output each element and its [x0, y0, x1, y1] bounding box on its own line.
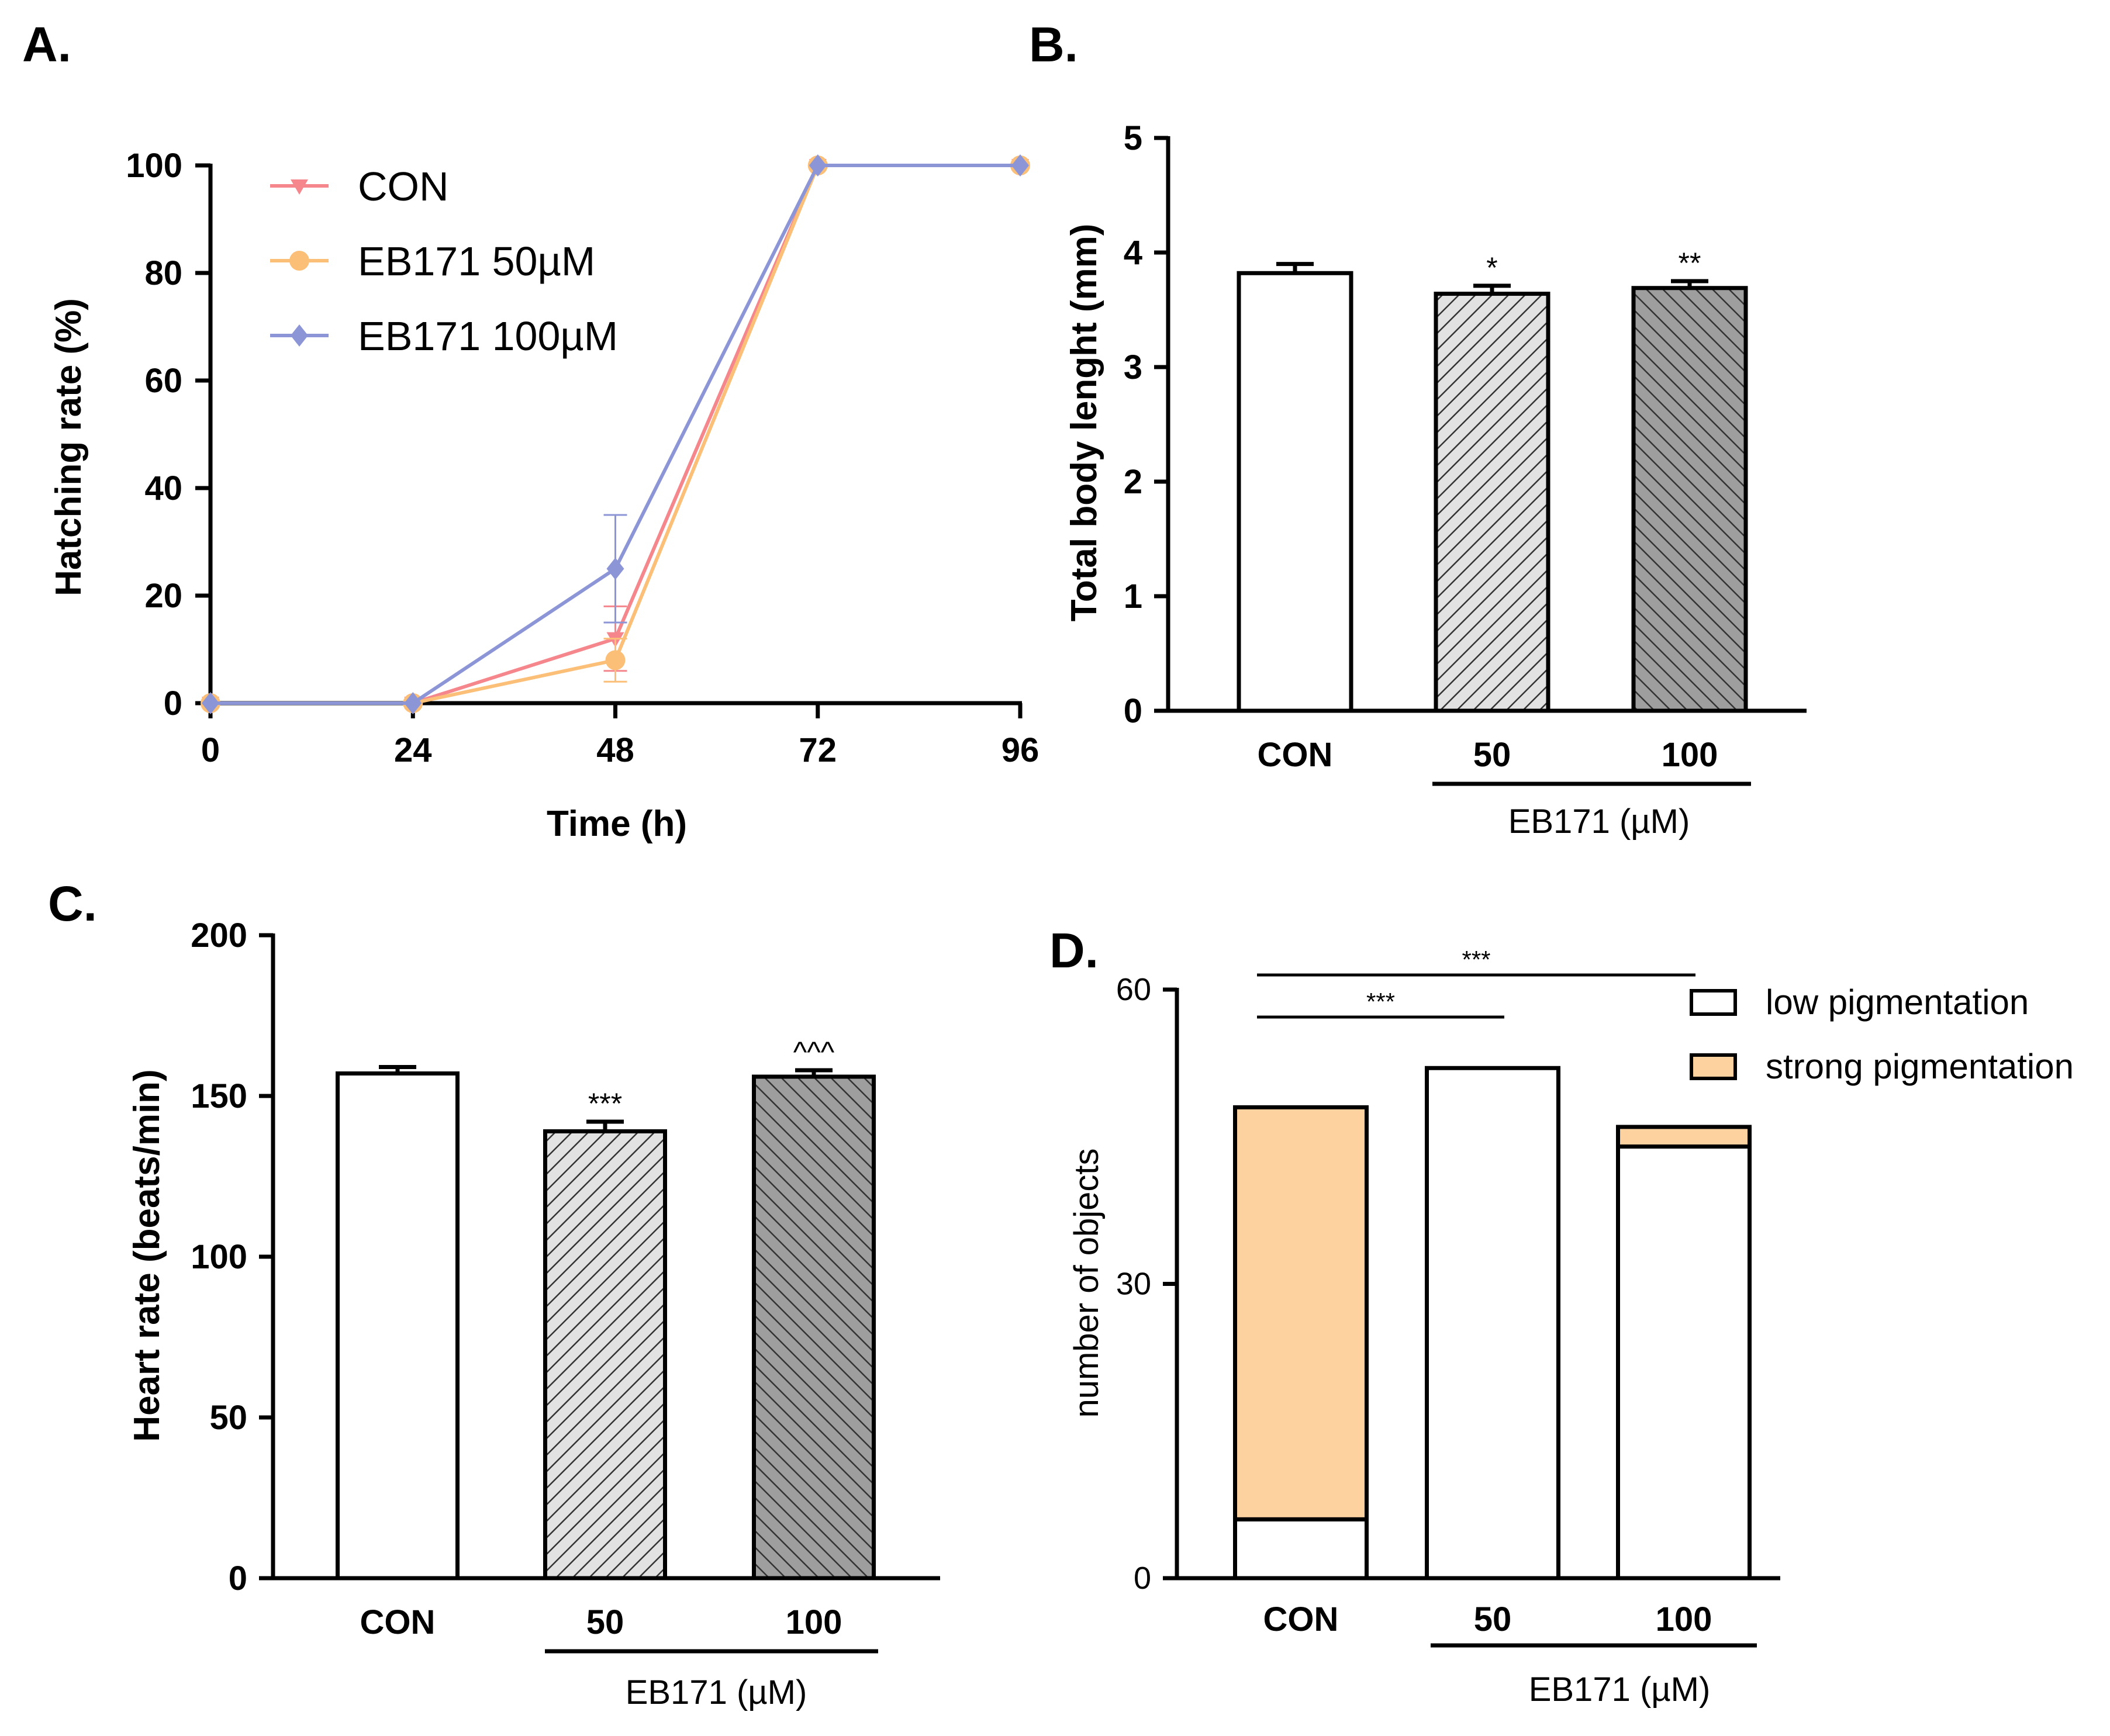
panel-c-bar [336, 1071, 460, 1581]
panel-d-bar-segment [1616, 1125, 1752, 1149]
panel-d-bar-segment [1616, 1144, 1752, 1581]
panel-a-x-tick-label: 24 [394, 731, 432, 769]
panel-a-ylabel: Hatching rate (%) [49, 298, 89, 596]
panel-b-y-tick-label: 4 [1124, 234, 1142, 272]
panel-c-bar [752, 1074, 876, 1581]
panel-d-comparison-label: *** [1462, 946, 1490, 973]
panel-a-legend-label: EB171 50µM [358, 238, 595, 284]
panel-a-x-tick-label: 0 [201, 731, 220, 769]
panel-b-letter: B. [1029, 17, 1078, 72]
panel-d-bar-segment [1233, 1105, 1369, 1521]
panel-c-letter: C. [48, 876, 97, 931]
panel-c-bar [543, 1129, 667, 1581]
panel-a-data-point [202, 692, 219, 714]
panel-a-data-point [809, 154, 827, 177]
panel-b-category-label: CON [1258, 736, 1333, 774]
panel-a-data-point [606, 558, 624, 580]
panel-a-x-tick-label: 72 [799, 731, 837, 769]
panel-c-ylabel: Heart rate (beats/min) [127, 1069, 167, 1441]
panel-b-y-tick-label: 5 [1124, 119, 1142, 157]
panel-c-y-tick-label: 0 [229, 1559, 247, 1597]
panel-a-legend-marker [291, 179, 308, 195]
panel-c: C. 0 50 100 150 200 CON 50 100 *** ^^^ Heart rat… [48, 876, 940, 1711]
panel-b-y-tick-label: 1 [1124, 577, 1142, 615]
panel-b-y-tick-label: 0 [1124, 692, 1142, 730]
panel-a-series [201, 154, 1030, 714]
panel-c-group-label: EB171 (µM) [626, 1673, 807, 1711]
panel-b-bar [1237, 271, 1353, 713]
panel-d-bar-segment [1425, 1066, 1560, 1581]
panel-b-bar [1631, 286, 1748, 713]
panel-b-category-label: 100 [1662, 736, 1718, 774]
panel-c-significance: ^^^ [793, 1036, 835, 1068]
panel-b-ylabel: Total body lenght (mm) [1064, 224, 1104, 622]
panel-d-category-label: 50 [1474, 1600, 1512, 1638]
panel-b-y-tick-label: 2 [1124, 463, 1142, 501]
panel-a-legend-marker [291, 324, 308, 347]
panel-b-bar [1434, 292, 1550, 713]
panel-a-x-tick-label: 48 [596, 731, 634, 769]
panel-d-y-tick-label: 0 [1134, 1561, 1151, 1596]
panel-d-category-label: 100 [1656, 1600, 1712, 1638]
panel-a-data-point [1011, 154, 1029, 177]
panel-d-legend-label: low pigmentation [1766, 983, 2029, 1022]
panel-a-y-tick-label: 40 [144, 469, 182, 507]
panel-d-bar-segment [1233, 1517, 1369, 1581]
panel-c-significance: *** [588, 1087, 622, 1120]
panel-a-legend-marker [289, 251, 309, 271]
panel-b-group-label: EB171 (µM) [1508, 803, 1690, 841]
panel-a-legend-label: EB171 100µM [358, 313, 618, 359]
panel-a-y-tick-label: 80 [144, 254, 182, 292]
panel-c-bars: *** ^^^ [336, 1036, 876, 1581]
panel-b-y-tick-label: 3 [1124, 348, 1142, 386]
panel-c-category-label: 100 [786, 1603, 842, 1641]
panel-c-y-tick-label: 200 [191, 917, 247, 955]
panel-b-category-label: 50 [1473, 736, 1511, 774]
panel-b-bars: * ** [1237, 247, 1748, 713]
panel-d-y-tick-label: 30 [1116, 1267, 1151, 1302]
panel-d: D. 0 30 60 CON 50 100 *** *** low pigmentation… [1049, 923, 2074, 1709]
panel-d-group-label: EB171 (µM) [1529, 1671, 1711, 1709]
panel-a-y-tick-label: 60 [144, 362, 182, 400]
panel-a-xlabel: Time (h) [547, 804, 687, 844]
panel-a-y-tick-label: 0 [164, 684, 182, 722]
panel-d-legend-swatch [1690, 1053, 1737, 1080]
panel-b-significance: ** [1679, 247, 1701, 279]
panel-a-legend-label: CON [358, 164, 449, 209]
panel-c-category-label: 50 [586, 1603, 624, 1641]
panel-d-legend-swatch [1690, 989, 1737, 1016]
panel-d-bars: *** *** [1233, 946, 1752, 1581]
panel-a-y-tick-label: 20 [144, 577, 182, 615]
panel-d-category-label: CON [1263, 1600, 1339, 1638]
panel-a-legend: CON EB171 50µM EB171 100µM [270, 164, 618, 359]
panel-d-legend-label: strong pigmentation [1766, 1047, 2074, 1086]
panel-a-data-point [404, 692, 422, 714]
panel-d-letter: D. [1049, 923, 1099, 978]
panel-d-comparison-label: *** [1366, 988, 1395, 1015]
panel-c-category-label: CON [360, 1603, 436, 1641]
panel-a: A. 0 24 48 72 96 0 20 40 60 80 100 CON EB171 50µM EB… [22, 17, 1039, 844]
panel-a-y-tick-label: 100 [126, 147, 182, 185]
panel-a-letter: A. [22, 17, 71, 72]
panel-a-x-tick-label: 96 [1002, 731, 1040, 769]
panel-c-y-tick-label: 100 [191, 1238, 247, 1276]
panel-d-y-tick-label: 60 [1116, 972, 1151, 1007]
panel-d-legend: low pigmentation strong pigmentation [1690, 983, 2074, 1086]
panel-c-y-tick-label: 50 [209, 1399, 247, 1437]
panel-c-y-tick-label: 150 [191, 1077, 247, 1115]
panel-d-ylabel: number of objects [1068, 1148, 1106, 1417]
panel-b-significance: * [1486, 251, 1497, 284]
panel-a-data-point [605, 650, 626, 670]
